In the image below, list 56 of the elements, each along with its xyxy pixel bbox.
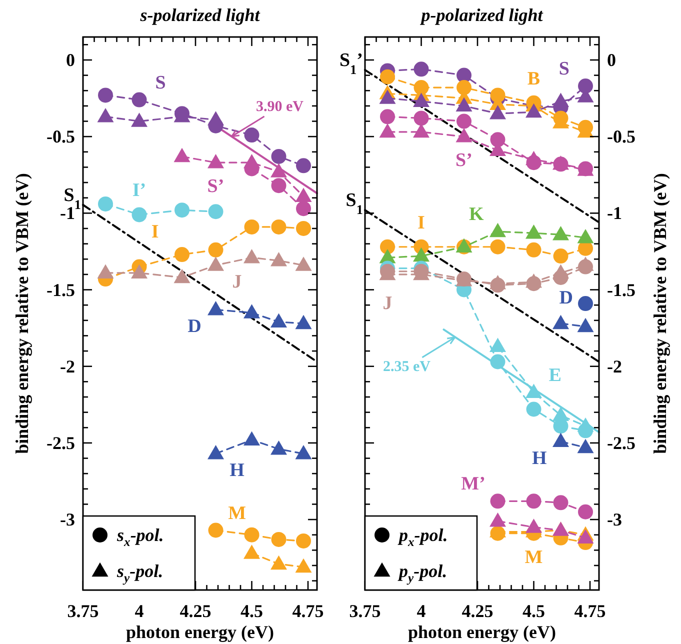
annotation: H bbox=[230, 460, 245, 482]
chart-title: p-polarized light bbox=[419, 5, 544, 25]
y-tick-label: -1.5 bbox=[607, 280, 636, 300]
annotation: 3.90 eV bbox=[256, 98, 304, 115]
y-axis-title: binding energy relative to VBM (eV) bbox=[650, 173, 670, 454]
legend-label: p$_{x}$-pol. bbox=[397, 525, 448, 549]
annotation: M bbox=[228, 502, 246, 524]
x-tick-label: 4 bbox=[134, 601, 144, 621]
x-axis-title: photon energy (eV) bbox=[126, 622, 274, 642]
x-tick-label: 3.75 bbox=[67, 601, 99, 621]
x-tick-label: 4.5 bbox=[522, 601, 545, 621]
y-axis-title: binding energy relative to VBM (eV) bbox=[12, 173, 32, 454]
y-tick-label: 0 bbox=[607, 50, 616, 70]
annotation: J bbox=[382, 292, 392, 314]
y-tick-label: -3 bbox=[607, 510, 622, 530]
annotation: S bbox=[558, 58, 570, 80]
annotation: D bbox=[188, 316, 202, 338]
x-tick-label: 4.5 bbox=[240, 601, 263, 621]
y-tick-label: -2 bbox=[607, 356, 622, 376]
annotation: I’ bbox=[132, 180, 146, 202]
annotation: J bbox=[232, 272, 242, 293]
x-tick-label: 4.25 bbox=[462, 601, 494, 621]
annotation: 2.35 eV bbox=[383, 358, 431, 375]
annotation: I bbox=[151, 221, 159, 242]
y-tick-label: -3 bbox=[60, 510, 75, 530]
y-tick-label: -0.5 bbox=[46, 126, 75, 147]
annotation: E bbox=[548, 364, 562, 386]
chart-title: s-polarized light bbox=[139, 5, 261, 25]
annotation: H bbox=[532, 448, 548, 469]
annotation: M bbox=[524, 546, 543, 568]
annotation: S bbox=[155, 72, 166, 94]
annotation: S’ bbox=[456, 150, 472, 172]
legend-label: s$_{y}$-pol. bbox=[116, 561, 164, 585]
y-tick-label: -2.5 bbox=[46, 432, 75, 453]
y-tick-label: -0.5 bbox=[607, 126, 636, 147]
y-tick-label: -2 bbox=[60, 356, 75, 376]
annotation: I bbox=[418, 212, 425, 234]
y-tick-label: -1.5 bbox=[46, 280, 75, 300]
y-tick-label: 0 bbox=[66, 50, 75, 70]
annotation: M’ bbox=[461, 474, 486, 495]
annotation: S’ bbox=[207, 176, 224, 198]
x-tick-label: 4.75 bbox=[292, 601, 324, 621]
x-tick-label: 3.75 bbox=[349, 601, 381, 621]
annotation: K bbox=[469, 204, 484, 226]
x-tick-label: 4.25 bbox=[180, 601, 212, 621]
y-tick-label: -2.5 bbox=[607, 432, 636, 453]
x-tick-label: 4.75 bbox=[574, 601, 606, 621]
annotation: S$_{1}$ bbox=[346, 190, 363, 217]
x-axis-title: photon energy (eV) bbox=[408, 622, 556, 642]
annotation: B bbox=[527, 68, 540, 90]
annotation: S$_{1}$’ bbox=[339, 50, 363, 76]
y-tick-label: -1 bbox=[607, 203, 622, 224]
legend-label: p$_{y}$-pol. bbox=[397, 561, 448, 585]
x-tick-label: 4 bbox=[416, 601, 426, 621]
annotation: D bbox=[559, 288, 573, 309]
legend-label: s$_{x}$-pol. bbox=[116, 525, 164, 549]
